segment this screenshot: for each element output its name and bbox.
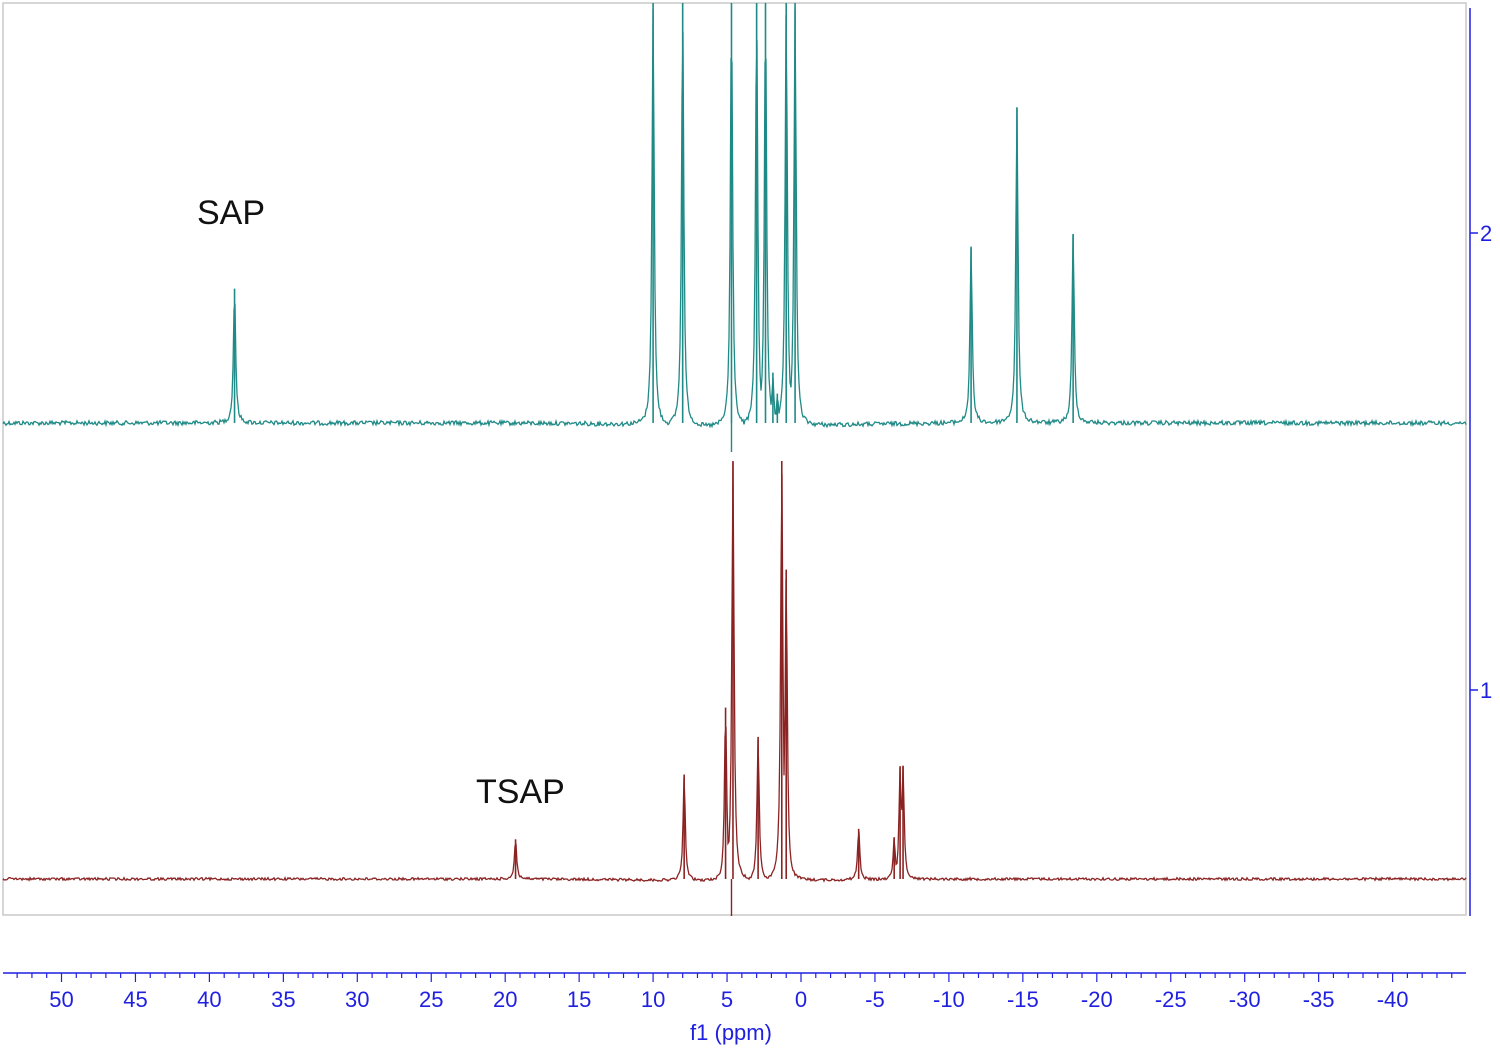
sap-spectrum-label: SAP	[197, 194, 265, 232]
ppm-tick-label: 30	[345, 987, 369, 1012]
ppm-tick-label: -15	[1007, 987, 1039, 1012]
ppm-tick-label: -35	[1303, 987, 1335, 1012]
stack-label-1: 1	[1480, 678, 1492, 703]
ppm-tick-label: 10	[641, 987, 665, 1012]
ppm-tick-label: 15	[567, 987, 591, 1012]
ppm-tick-label: 0	[795, 987, 807, 1012]
tsap-spectrum-line	[2, 462, 1467, 883]
ppm-tick-label: 35	[271, 987, 295, 1012]
x-axis-title: f1 (ppm)	[690, 1020, 772, 1045]
chart-frame	[2, 2, 1467, 916]
ppm-tick-label: 5	[721, 987, 733, 1012]
ppm-tick-label: -20	[1081, 987, 1113, 1012]
ppm-tick-label: 20	[493, 987, 517, 1012]
spectra-layer	[2, 3, 1467, 916]
ppm-axis: 50 45 40 35 30 25 20 15 10 5 0 -5 -10 -15 -20 -25 -30 -35…	[3, 972, 1466, 1012]
tsap-spectrum-label: TSAP	[476, 773, 565, 811]
ppm-tick-label: -40	[1377, 987, 1409, 1012]
ppm-tick-label: -30	[1229, 987, 1261, 1012]
ppm-tick-label: 40	[197, 987, 221, 1012]
stack-axis: 21	[1469, 8, 1492, 916]
sap-spectrum-line	[2, 8, 1467, 429]
ppm-tick-label: -5	[865, 987, 885, 1012]
ppm-tick-label: 25	[419, 987, 443, 1012]
stack-label-2: 2	[1480, 221, 1492, 246]
ppm-tick-label: -10	[933, 987, 965, 1012]
ppm-tick-label: 50	[49, 987, 73, 1012]
ppm-tick-label: 45	[123, 987, 147, 1012]
ppm-tick-label: -25	[1155, 987, 1187, 1012]
